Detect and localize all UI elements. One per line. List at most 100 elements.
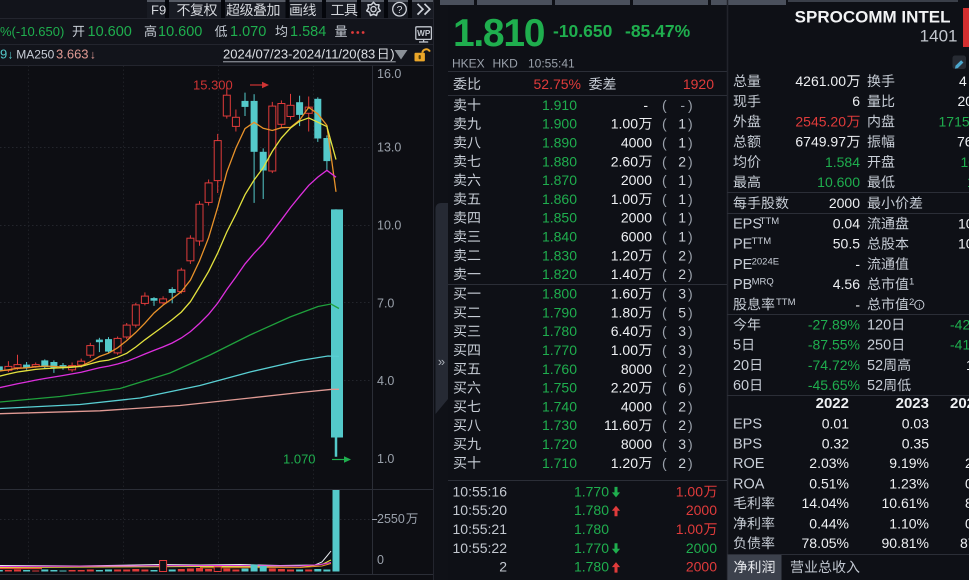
svg-text:2: 2 [875,318,883,334]
svg-text:SPROCOMM INTEL: SPROCOMM INTEL [795,8,951,27]
svg-text:1.00: 1.00 [676,483,703,499]
svg-text:10.600: 10.600 [88,24,132,40]
svg-text:5: 5 [875,338,883,354]
svg-text:HKEX: HKEX [452,57,485,71]
svg-text:4: 4 [959,73,967,89]
svg-text:14.04%: 14.04% [802,495,849,511]
svg-text:1: 1 [909,277,914,288]
svg-text:1.070: 1.070 [230,24,266,40]
svg-text:0.44%: 0.44% [809,515,849,531]
svg-text:13.0: 13.0 [377,141,401,155]
svg-text:1.900: 1.900 [542,116,577,132]
svg-text:2000: 2000 [829,195,860,211]
svg-text:5: 5 [733,338,741,354]
svg-text:0: 0 [741,358,749,374]
svg-text:1: 1 [678,135,686,151]
svg-text:2: 2 [678,247,686,263]
svg-text:): ) [688,286,693,302]
svg-text:8000: 8000 [621,361,652,377]
svg-text:): ) [688,172,693,188]
svg-text:6: 6 [678,380,686,396]
svg-text:0: 0 [965,475,969,491]
svg-text:): ) [688,455,693,471]
svg-text:6000: 6000 [621,229,652,245]
svg-text:78.05%: 78.05% [802,535,849,551]
svg-text:0: 0 [883,318,891,334]
svg-text:1.750: 1.750 [542,380,577,396]
svg-text:5: 5 [867,378,875,394]
svg-text:0: 0 [377,553,384,567]
svg-text:1: 1 [678,229,686,245]
svg-text:MA250: MA250 [16,48,54,62]
svg-text:5: 5 [678,304,686,320]
svg-text:1.80: 1.80 [611,304,638,320]
svg-text:(: ( [662,398,667,414]
svg-text:): ) [390,47,394,62]
svg-text:-87.55%: -87.55% [808,337,860,353]
svg-text:(: ( [662,342,667,358]
svg-text:1.584: 1.584 [290,24,326,40]
svg-text:(: ( [662,172,667,188]
svg-text:(: ( [662,304,667,320]
svg-text:): ) [688,342,693,358]
svg-text:1.20: 1.20 [611,247,638,263]
svg-text:1.770: 1.770 [574,540,609,556]
svg-text:MRQ: MRQ [752,277,774,288]
svg-text:7.0: 7.0 [377,296,394,310]
svg-text:9: 9 [0,47,7,62]
svg-text:↓: ↓ [8,48,14,62]
svg-text:1.730: 1.730 [542,417,577,433]
svg-text:1.070: 1.070 [283,452,316,467]
svg-text:1.800: 1.800 [542,286,577,302]
svg-text:-: - [855,256,860,272]
svg-text:): ) [688,436,693,452]
svg-text:2.20: 2.20 [611,380,638,396]
svg-text:1.780: 1.780 [574,521,609,537]
svg-text:1.790: 1.790 [542,304,577,320]
svg-text:(: ( [662,247,667,263]
svg-text:1.820: 1.820 [542,266,577,282]
svg-text:(: ( [662,417,667,433]
svg-text:(: ( [662,135,667,151]
svg-text:6: 6 [733,378,741,394]
svg-text:8000: 8000 [621,436,652,452]
svg-text:(: ( [662,323,667,339]
svg-text:1.0: 1.0 [377,452,394,466]
svg-text:): ) [688,116,693,132]
svg-text:1: 1 [678,210,686,226]
svg-text:): ) [688,266,693,282]
svg-text:1.00: 1.00 [611,342,638,358]
svg-text:0.32: 0.32 [822,435,849,451]
svg-text:10: 10 [961,154,969,170]
svg-text:1920: 1920 [683,76,714,92]
svg-text:0: 0 [741,378,749,394]
svg-text:2: 2 [909,297,914,308]
svg-text:1.850: 1.850 [542,210,577,226]
svg-text:BPS: BPS [733,436,762,452]
svg-text:(: ( [662,266,667,282]
svg-text:(: ( [662,286,667,302]
svg-text:1.770: 1.770 [542,342,577,358]
svg-text:1: 1 [967,174,969,190]
svg-text:1.10%: 1.10% [889,515,929,531]
svg-text:2000: 2000 [621,172,652,188]
svg-text:2: 2 [499,559,507,575]
svg-text:3: 3 [678,286,686,302]
svg-text:1.830: 1.830 [542,247,577,263]
svg-text:2: 2 [678,417,686,433]
svg-text:-41: -41 [950,337,969,353]
svg-text:1.584: 1.584 [825,154,860,170]
svg-text:6749.97: 6749.97 [795,134,846,150]
svg-text:202: 202 [950,395,969,412]
svg-text:10.600: 10.600 [817,174,860,190]
svg-text:4261.00: 4261.00 [795,73,846,89]
svg-text:HKD: HKD [493,57,519,71]
svg-text:3: 3 [678,323,686,339]
svg-text:6: 6 [852,93,860,109]
svg-text:1.870: 1.870 [542,172,577,188]
svg-text:»: » [438,354,445,369]
svg-text:10:55:20: 10:55:20 [453,502,508,518]
svg-text:9.19%: 9.19% [889,455,929,471]
svg-text:4.0: 4.0 [377,374,394,388]
svg-text:(: ( [662,436,667,452]
